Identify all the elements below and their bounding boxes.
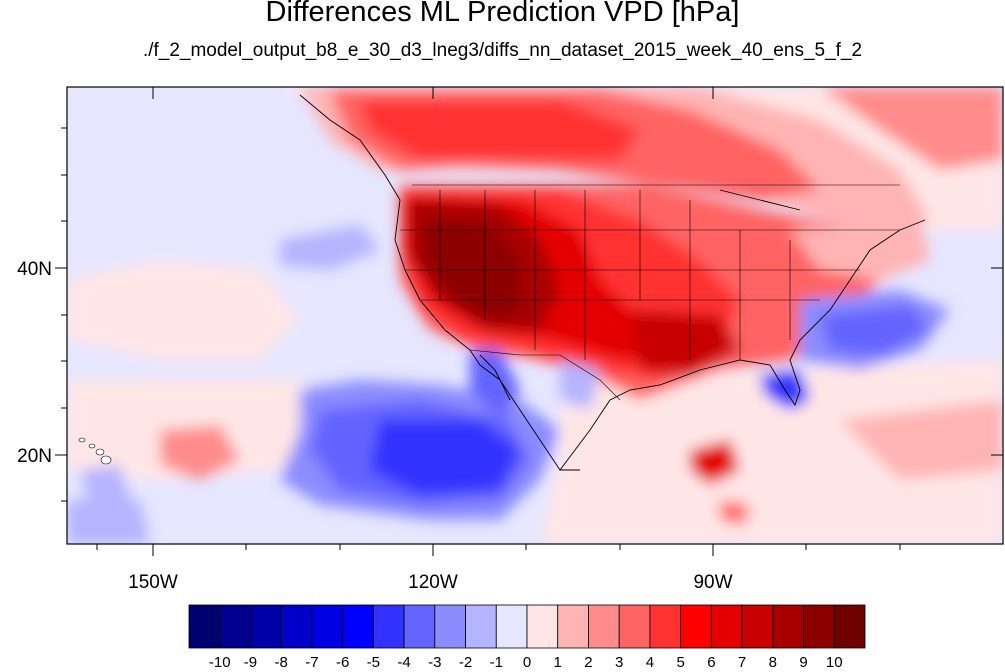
colorbar-label: -4 [397,654,410,671]
colorbar-swatch [188,604,221,649]
colorbar-swatch [250,604,282,649]
colorbar-label: -7 [305,654,318,671]
colorbar-label: 9 [799,654,807,671]
axis-ticks [55,87,1003,556]
colorbar-swatch [557,604,589,649]
colorbar-label: 2 [584,654,592,671]
colorbar-label: 4 [646,654,654,671]
colorbar-label: -5 [367,654,380,671]
field-patch [470,350,520,420]
field-patch [820,87,1003,170]
field-patch [720,500,750,525]
field-patch [560,360,600,410]
us-mexico-border [469,349,621,401]
colorbar-label: 1 [554,654,562,671]
field-patch [840,400,1003,480]
field-patch [80,465,130,505]
colorbar-label: 3 [615,654,623,671]
colorbar-label: -6 [336,654,349,671]
colorbar-label: 10 [826,654,843,671]
colorbar-swatch [772,604,804,649]
lon-label-120w: 120W [408,572,458,593]
colorbar-swatch [465,604,497,649]
map-field [67,87,1003,544]
colorbar-swatch [342,604,374,649]
colorbar-swatch [741,604,774,649]
colorbar-label: -3 [428,654,441,671]
colorbar-swatch [710,604,743,649]
state-lines [400,229,900,301]
field-patch [820,305,930,355]
colorbar-swatch [680,604,712,649]
colorbar-label: 0 [523,654,531,671]
colorbar-swatch [219,604,251,649]
colorbar-swatch [434,604,466,649]
colorbar-swatch [280,604,313,649]
field-patch [540,360,1003,544]
colorbar-label: -10 [209,654,231,671]
hawaii-islands [78,437,112,465]
pacific-coastline [299,94,580,471]
colorbar-swatch [372,604,405,649]
field-patch [360,100,640,160]
field-patch [280,225,380,270]
lon-label-150w: 150W [128,572,178,593]
colorbar-swatch [526,604,559,649]
colorbar-label: 6 [707,654,715,671]
lat-label-20n: 20N [17,446,52,467]
field-patch [630,310,740,375]
great-lakes-outline [719,189,801,211]
field-patch [690,440,740,485]
coastlines [299,94,926,471]
colorbar-swatch [618,604,651,649]
colorbar-swatch [803,604,835,649]
colorbar-swatch [649,604,682,649]
field-patch [67,500,150,544]
colorbar-label: 7 [738,654,746,671]
colorbar-label: -9 [244,654,257,671]
colorbar-swatch [495,604,528,649]
colorbar-label: 8 [769,654,777,671]
field-patch [67,260,300,360]
colorbar: -10 -9 -8 -7 -6 -5 -4 -3 -2 -1 0 1 2 3 4 5 6 7 8 9 10 [188,604,866,671]
gulf-atlantic-coastline [559,219,926,471]
map-title: Differences ML Prediction VPD [hPa] [265,0,740,28]
field-patch [370,420,520,495]
map-subtitle: ./f_2_model_output_b8_e_30_d3_lneg3/diff… [142,40,863,61]
colorbar-label: 5 [676,654,684,671]
colorbar-swatch [588,604,620,649]
state-borders [400,184,900,401]
field-patch [790,220,930,280]
field-patch [160,425,240,480]
lat-label-40n: 40N [17,259,52,280]
colorbar-label: -1 [490,654,503,671]
colorbar-label: -8 [275,654,288,671]
lon-label-90w: 90W [693,572,732,593]
colorbar-swatch [403,604,436,649]
colorbar-swatch [833,604,866,649]
baja-coastline [479,354,511,401]
colorbar-swatch [311,604,344,649]
colorbar-label: -2 [459,654,472,671]
